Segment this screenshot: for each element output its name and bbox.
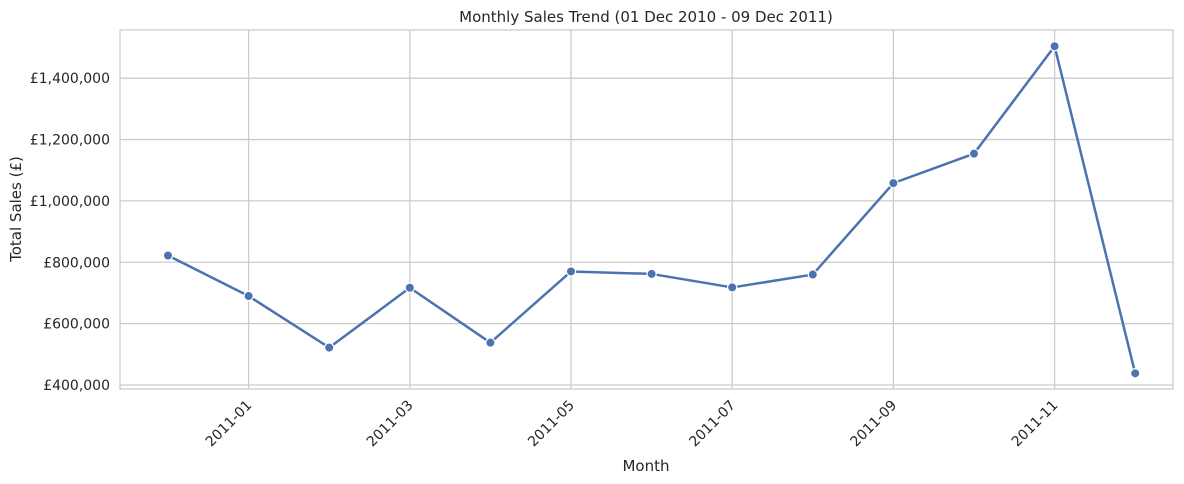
data-point: [162, 250, 174, 261]
x-tick-label: 2011-09: [848, 398, 901, 451]
y-tick-label: £400,000: [43, 378, 110, 394]
data-point: [646, 268, 657, 280]
data-point: [1049, 41, 1060, 52]
data-point: [324, 342, 335, 353]
x-tick-labels: 2011-01 2011-03 2011-05 2011-07 2011-09 2011-…: [203, 398, 1062, 451]
sales-series: [162, 41, 1141, 379]
data-point: [1129, 368, 1141, 379]
plot-frame: [119, 29, 1174, 390]
y-tick-label: £800,000: [43, 255, 110, 271]
y-tick-labels: £400,000 £600,000 £800,000 £1,000,000 £1,200…: [30, 71, 110, 394]
x-tick-label: 2011-03: [364, 398, 417, 451]
y-tick-label: £1,000,000: [30, 194, 110, 210]
y-tick-label: £600,000: [43, 317, 110, 333]
y-tick-label: £1,400,000: [30, 71, 110, 87]
data-point: [727, 282, 738, 293]
data-point: [404, 282, 415, 293]
chart-title: Monthly Sales Trend (01 Dec 2010 - 09 De…: [459, 8, 833, 26]
x-tick-label: 2011-01: [203, 398, 256, 451]
y-axis-label: Total Sales (£): [7, 156, 25, 263]
data-point: [565, 266, 577, 277]
data-point: [807, 269, 819, 280]
x-tick-label: 2011-05: [525, 398, 578, 451]
x-tick-label: 2011-07: [686, 398, 739, 451]
x-axis-label: Month: [622, 457, 669, 475]
y-tick-label: £1,200,000: [30, 133, 110, 149]
x-gridlines: [247, 30, 1056, 389]
data-point: [968, 148, 980, 159]
data-point: [485, 337, 496, 348]
data-point: [243, 290, 254, 302]
data-point: [888, 177, 899, 189]
x-tick-label: 2011-11: [1009, 398, 1062, 451]
y-gridlines: [120, 77, 1173, 386]
